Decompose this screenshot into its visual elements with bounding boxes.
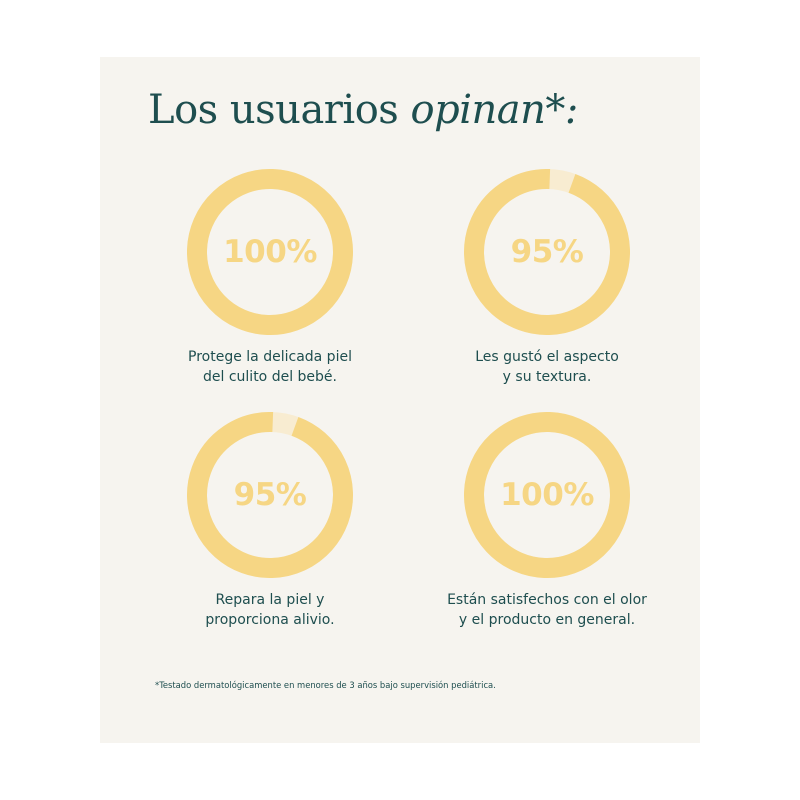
progress-ring (187, 412, 353, 578)
ring-progress-arc (187, 169, 353, 335)
stat-value: 95% (510, 234, 584, 270)
ring-graphic (464, 412, 630, 578)
stat-caption: Repara la piel y proporciona alivio. (135, 590, 405, 630)
page-title: Los usuarios opinan*: (148, 87, 578, 133)
caption-line: del culito del bebé. (203, 369, 337, 385)
stat-caption: Están satisfechos con el olor y el produ… (412, 590, 682, 630)
stat-value: 100% (500, 477, 594, 513)
caption-line: Protege la delicada piel (188, 349, 352, 365)
caption-line: y el producto en general. (458, 612, 636, 628)
progress-ring (464, 169, 630, 335)
ring-progress-arc (187, 412, 353, 578)
opinions-card: Los usuarios opinan*: 100% Protege la de… (100, 57, 700, 743)
ring-progress-arc (464, 412, 630, 578)
caption-line: Están satisfechos con el olor (447, 592, 647, 608)
ring-progress-arc (464, 169, 630, 335)
caption-line: Repara la piel y (215, 592, 325, 608)
progress-ring (464, 412, 630, 578)
stat-value: 95% (233, 477, 307, 513)
stat-value: 100% (223, 234, 317, 270)
caption-line: y su textura. (502, 369, 592, 385)
stat-caption: Protege la delicada piel del culito del … (135, 347, 405, 387)
ring-graphic (464, 169, 630, 335)
title-text: Los usuarios (148, 87, 411, 133)
title-emphasis: opinan*: (410, 87, 579, 133)
ring-graphic (187, 169, 353, 335)
progress-ring (187, 169, 353, 335)
ring-graphic (187, 412, 353, 578)
footnote: *Testado dermatológicamente en menores d… (155, 680, 496, 690)
caption-line: Les gustó el aspecto (475, 349, 619, 365)
stat-caption: Les gustó el aspecto y su textura. (412, 347, 682, 387)
caption-line: proporciona alivio. (205, 612, 335, 628)
